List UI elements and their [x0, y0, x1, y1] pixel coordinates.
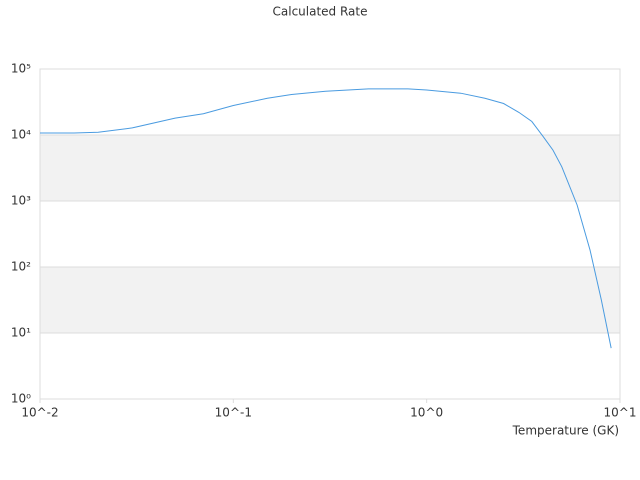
y-tick-label: 10³ [11, 194, 31, 208]
x-axis-label: Temperature (GK) [512, 424, 619, 438]
y-tick-label: 10⁵ [11, 62, 31, 76]
x-tick-label: 10^0 [410, 406, 443, 420]
y-tick-label: 10⁴ [11, 128, 31, 142]
x-tick-label: 10^1 [604, 406, 637, 420]
y-tick-label: 10⁰ [11, 392, 31, 406]
plot-border [39, 68, 621, 400]
y-tick-label: 10¹ [11, 326, 31, 340]
band [40, 267, 620, 333]
y-tick-label: 10² [11, 260, 31, 274]
line-series [40, 88, 612, 349]
chart-title: Calculated Rate [273, 5, 368, 19]
band [40, 135, 620, 201]
x-tick-label: 10^-2 [21, 406, 58, 420]
x-tick-label: 10^-1 [215, 406, 252, 420]
